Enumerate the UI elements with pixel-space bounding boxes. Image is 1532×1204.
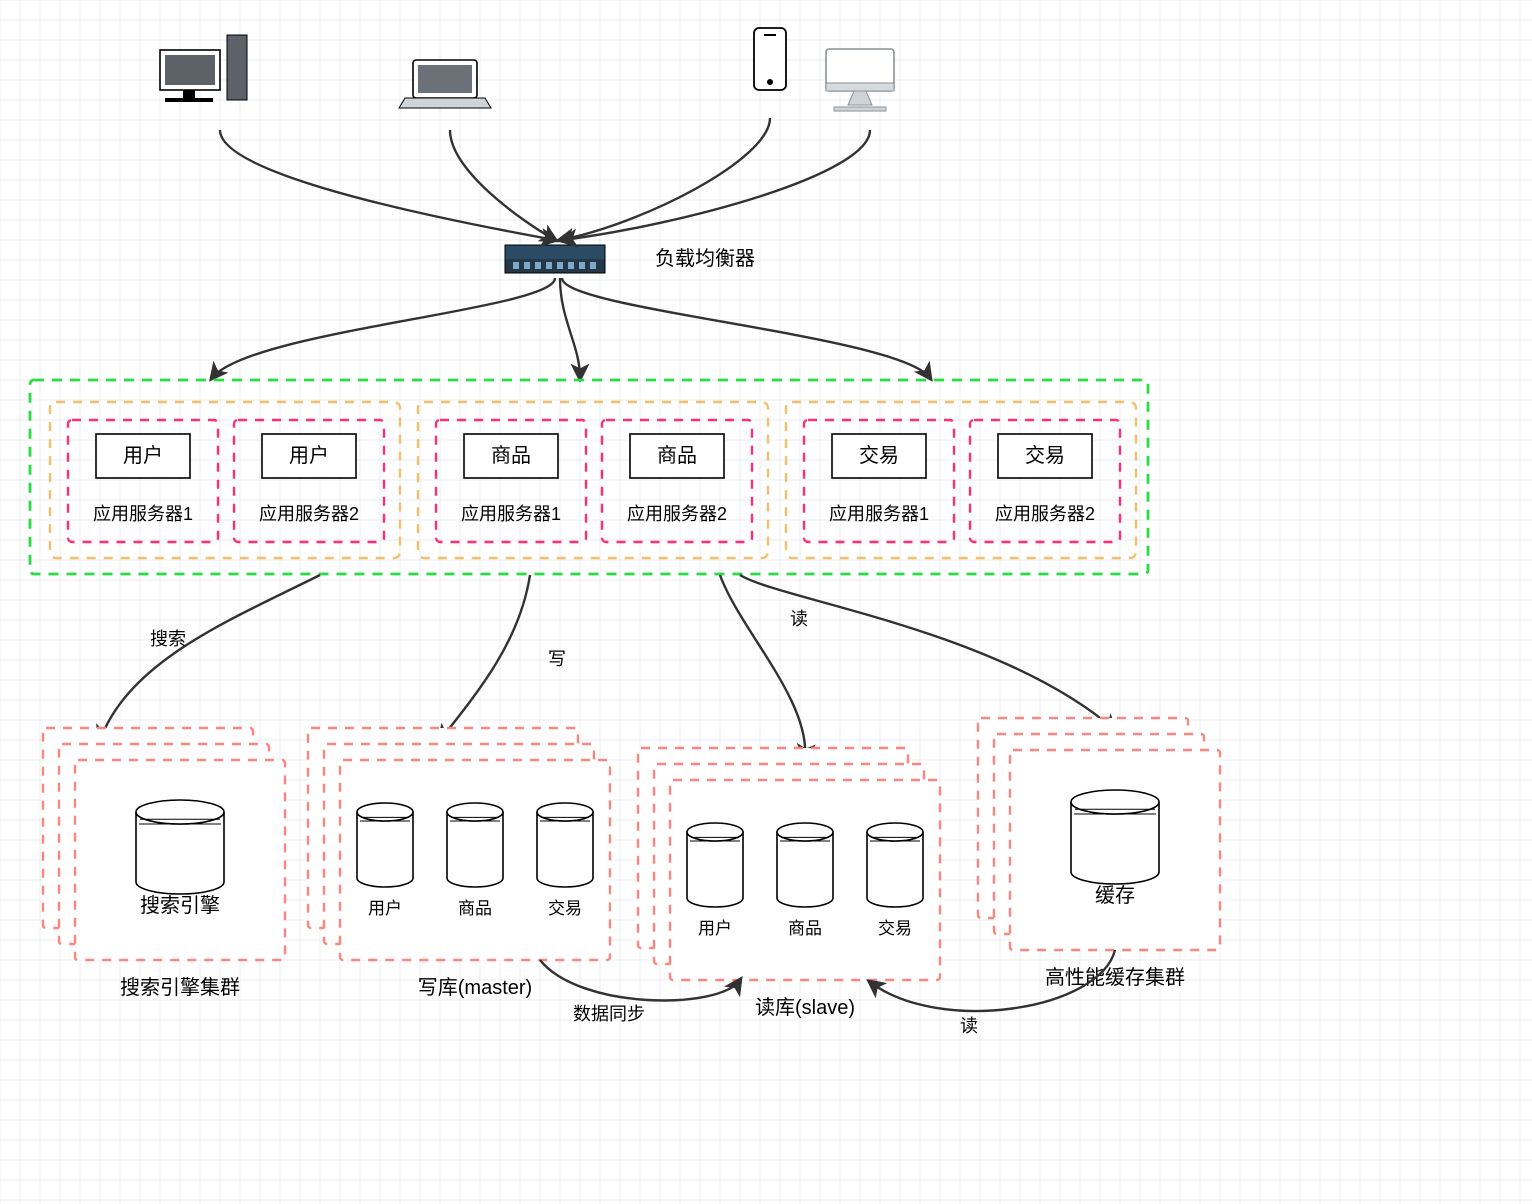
app-label: 交易	[1025, 444, 1065, 467]
architecture-diagram: 负载均衡器用户应用服务器1用户应用服务器2商品应用服务器1商品应用服务器2交易应…	[0, 0, 1532, 1204]
server-sub-label: 应用服务器2	[259, 504, 359, 524]
cluster-slavedb	[687, 823, 923, 907]
db-cyl-label: 交易	[548, 899, 582, 918]
db-cyl-label: 用户	[368, 899, 402, 918]
desktop-pc-icon	[160, 35, 247, 102]
app-label: 用户	[123, 444, 163, 467]
cluster-inner-label: 搜索引擎	[140, 894, 220, 917]
cluster-title: 高性能缓存集群	[1045, 966, 1185, 989]
laptop-icon	[399, 60, 491, 108]
edge-label: 数据同步	[573, 1004, 645, 1024]
server-sub-label: 应用服务器2	[995, 504, 1095, 524]
db-cyl-label: 商品	[788, 919, 822, 938]
load-balancer-label: 负载均衡器	[655, 247, 755, 270]
app-label: 交易	[859, 444, 899, 467]
server-sub-label: 应用服务器1	[829, 504, 929, 524]
app-label: 用户	[289, 444, 329, 467]
app-label: 商品	[491, 444, 531, 467]
db-cyl-label: 交易	[878, 919, 912, 938]
server-sub-label: 应用服务器2	[627, 504, 727, 524]
edge-label: 读	[790, 609, 808, 629]
cluster-inner-label: 缓存	[1095, 884, 1135, 907]
cluster-masterdb	[357, 803, 593, 887]
cluster-search	[136, 800, 224, 894]
cluster-title: 搜索引擎集群	[120, 976, 240, 999]
edge-label: 搜索	[150, 629, 186, 649]
db-cyl-label: 用户	[698, 919, 732, 938]
db-cyl-label: 商品	[458, 899, 492, 918]
phone-icon	[754, 28, 786, 90]
server-sub-label: 应用服务器1	[461, 504, 561, 524]
edge-label: 写	[548, 649, 566, 669]
cluster-title: 读库(slave)	[755, 996, 855, 1019]
cluster-cache	[1071, 790, 1159, 884]
server-sub-label: 应用服务器1	[93, 504, 193, 524]
edge-label: 读	[960, 1016, 978, 1036]
cluster-title: 写库(master)	[418, 976, 532, 999]
load-balancer	[505, 245, 605, 273]
imac-icon	[826, 49, 894, 111]
app-label: 商品	[657, 444, 697, 467]
